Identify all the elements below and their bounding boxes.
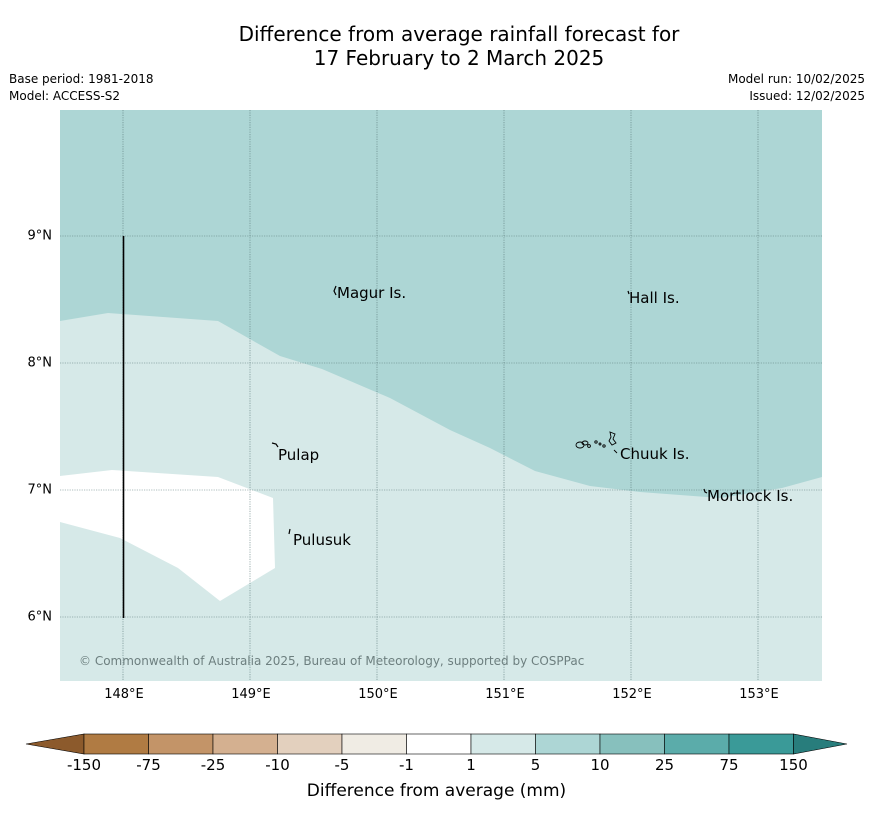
colorbar-tick-label: -5	[334, 756, 350, 774]
place-labels: Magur Is. Hall Is. Pulap Chuuk Is. Mortl…	[278, 284, 793, 549]
colorbar-arrow-low	[25, 733, 85, 755]
title-line-2: 17 February to 2 March 2025	[313, 46, 605, 70]
place-label-mortlock: Mortlock Is.	[707, 487, 793, 505]
colorbar-box-5	[341, 733, 407, 755]
place-label-pulap: Pulap	[278, 446, 319, 464]
band-1-5	[60, 313, 822, 681]
map-title: Difference from average rainfall forecas…	[0, 22, 873, 70]
colorbar-label: Difference from average (mm)	[306, 781, 567, 801]
lon-label-149e: 149°E	[231, 687, 271, 702]
colorbar-tick-label: -25	[200, 756, 226, 774]
meta-left: Base period: 1981-2018 Model: ACCESS-S2	[9, 71, 154, 105]
colorbar-tick-label: 1	[466, 756, 476, 774]
rainfall-map: Magur Is. Hall Is. Pulap Chuuk Is. Mortl…	[60, 110, 822, 681]
model-run: Model run: 10/02/2025	[727, 72, 865, 86]
colorbar-box-2	[148, 733, 214, 755]
colorbar-box-11	[728, 733, 794, 755]
island-mortlock	[703, 488, 708, 494]
colorbar-tick-label: -1	[399, 756, 414, 774]
copyright-notice: © Commonwealth of Australia 2025, Bureau…	[79, 654, 584, 668]
colorbar-box-8	[535, 733, 601, 755]
colorbar-box-6	[406, 733, 472, 755]
lon-label-152e: 152°E	[612, 687, 652, 702]
issued-date: Issued: 12/02/2025	[749, 89, 865, 103]
island-pulap	[271, 442, 279, 448]
colorbar-box-9	[599, 733, 665, 755]
colorbar-box-10	[664, 733, 730, 755]
lat-label-8n: 8°N	[27, 355, 53, 371]
islands	[271, 285, 708, 535]
colorbar-tick-label: -75	[136, 756, 161, 774]
lon-label-148e: 148°E	[104, 687, 144, 702]
place-label-pulusuk: Pulusuk	[293, 531, 351, 549]
colorbar	[25, 733, 848, 755]
colorbar-arrow-high	[793, 733, 848, 755]
lat-label-7n: 7°N	[27, 482, 53, 498]
colorbar-box-1	[83, 733, 149, 755]
model-name: Model: ACCESS-S2	[9, 89, 121, 103]
colorbar-tick-label: -150	[66, 756, 102, 774]
lon-label-150e: 150°E	[358, 687, 398, 702]
island-pulusuk	[288, 528, 291, 535]
lon-label-151e: 151°E	[485, 687, 525, 702]
meta-right: Model run: 10/02/2025 Issued: 12/02/2025	[728, 71, 865, 105]
place-label-magur: Magur Is.	[337, 284, 406, 302]
place-label-hall: Hall Is.	[629, 289, 680, 307]
lat-label-6n: 6°N	[27, 609, 53, 625]
colorbar-tick-label: -10	[265, 756, 290, 774]
colorbar-box-7	[470, 733, 536, 755]
island-hall	[627, 290, 630, 295]
place-label-chuuk: Chuuk Is.	[620, 445, 689, 463]
island-chuuk	[575, 431, 618, 454]
lat-label-9n: 9°N	[27, 228, 53, 244]
title-line-1: Difference from average rainfall forecas…	[238, 22, 680, 46]
colorbar-box-4	[277, 733, 343, 755]
colorbar-tick-label: 10	[590, 756, 610, 774]
island-magur	[333, 285, 337, 296]
lon-label-153e: 153°E	[739, 687, 779, 702]
colorbar-tick-label: 75	[719, 756, 739, 774]
colorbar-tick-label: 5	[530, 756, 541, 774]
base-period: Base period: 1981-2018	[9, 72, 154, 86]
colorbar-tick-label: 25	[654, 756, 675, 774]
colorbar-tick-label: 150	[779, 756, 808, 774]
colorbar-box-3	[212, 733, 278, 755]
band-minus1-1	[60, 470, 275, 601]
